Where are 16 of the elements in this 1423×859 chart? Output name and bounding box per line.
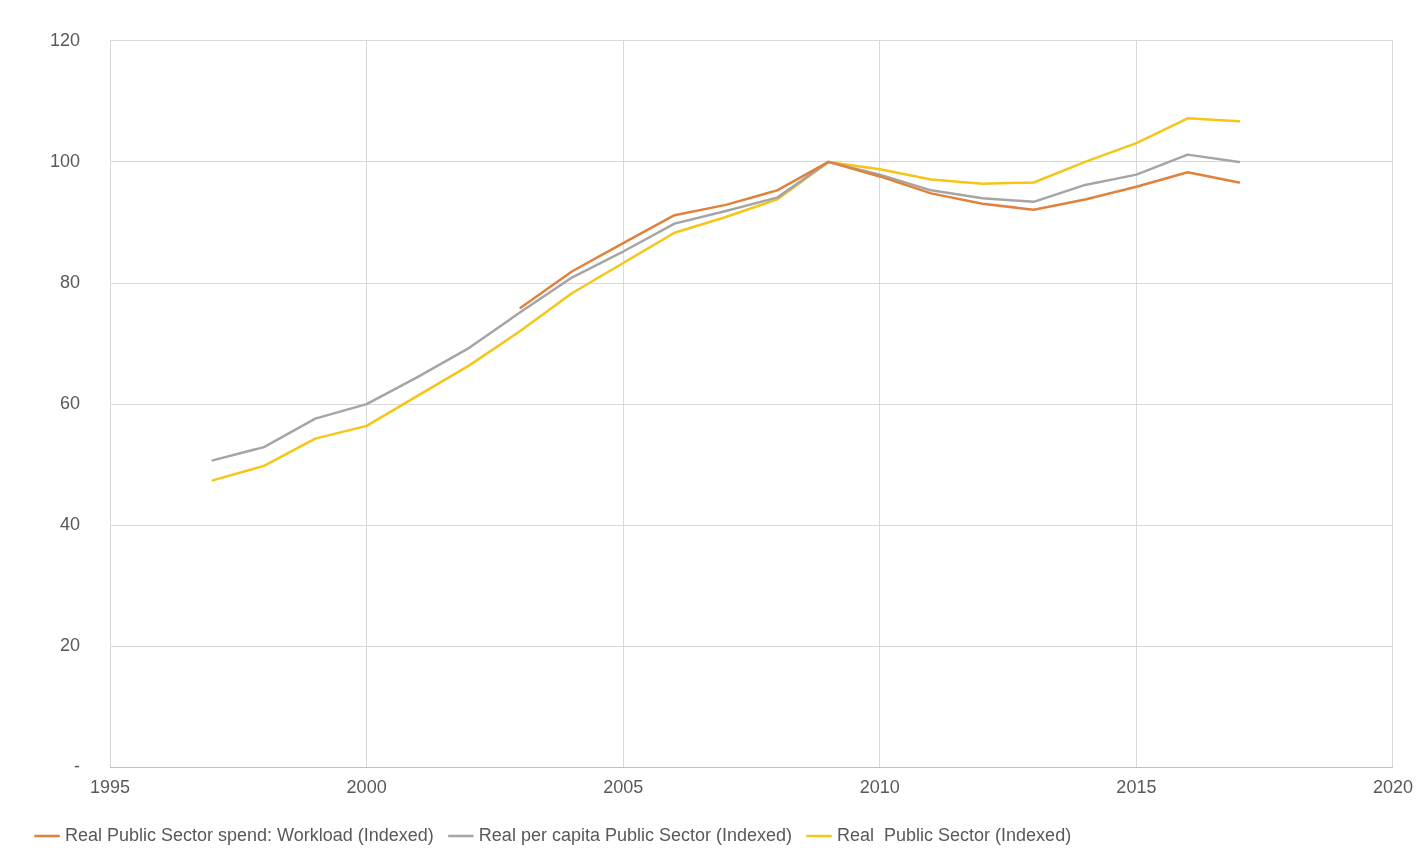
y-tick-label: 40 (60, 514, 81, 535)
legend-label: Real per capita Public Sector (Indexed) (478, 824, 793, 845)
y-tick-label: 80 (60, 271, 81, 292)
y-tick-label: 20 (60, 635, 81, 656)
x-tick-label: 1995 (90, 777, 131, 798)
y-tick-label: - (74, 756, 81, 777)
x-tick-label: 2000 (346, 777, 387, 798)
legend-label: Real Public Sector spend: Workload (Indexed) (65, 824, 434, 845)
x-tick-label: 2015 (1116, 777, 1157, 798)
y-tick-label: 100 (49, 150, 81, 171)
y-tick-label: 60 (60, 393, 81, 414)
legend-label: Real Public Sector (Indexed) (837, 824, 1072, 845)
y-tick-label: 120 (49, 29, 81, 50)
x-tick-label: 2005 (603, 777, 644, 798)
x-tick-label: 2010 (859, 777, 900, 798)
x-tick-label: 2020 (1372, 777, 1413, 798)
